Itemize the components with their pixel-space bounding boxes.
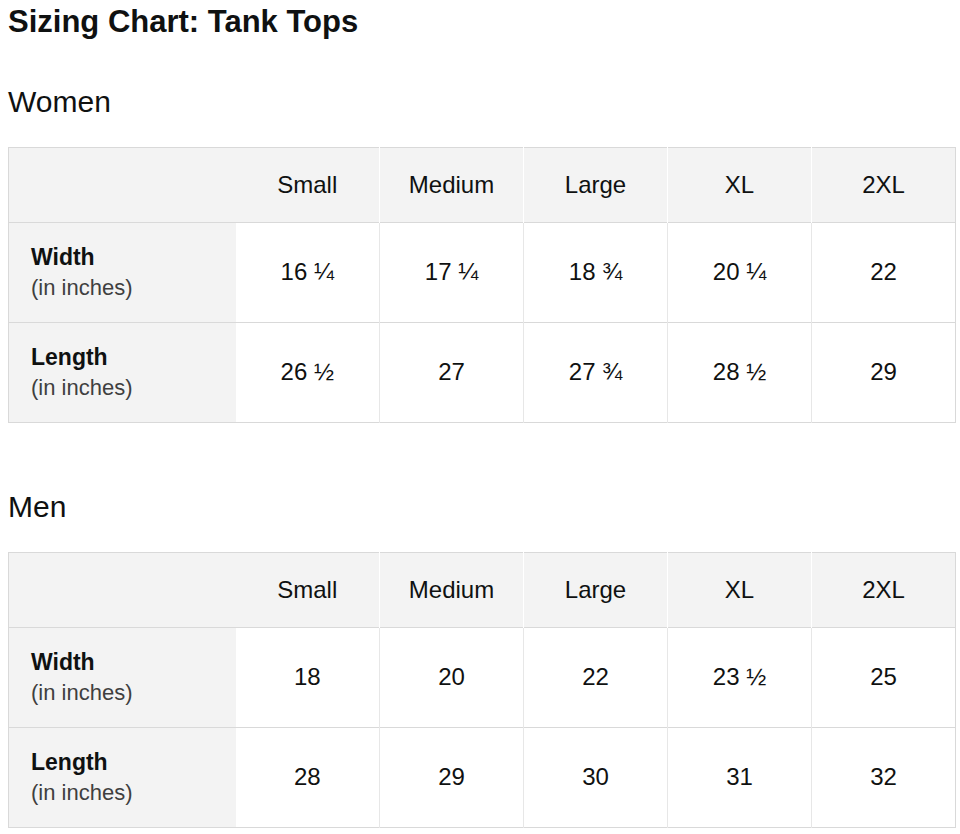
women-length-medium: 27 bbox=[380, 322, 524, 422]
women-column-header-medium: Medium bbox=[380, 147, 524, 222]
men-length-row-label: Length (in inches) bbox=[9, 727, 236, 827]
men-column-header-xl: XL bbox=[668, 552, 812, 627]
men-section-title: Men bbox=[8, 490, 952, 523]
women-length-row-label: Length (in inches) bbox=[9, 322, 236, 422]
men-width-xl: 23 ½ bbox=[668, 627, 812, 727]
row-label-main: Length bbox=[31, 746, 226, 778]
page-title: Sizing Chart: Tank Tops bbox=[8, 0, 952, 40]
women-width-row: Width (in inches) 16 ¼ 17 ¼ 18 ¾ 20 ¼ 22 bbox=[9, 222, 956, 322]
men-corner-cell bbox=[9, 552, 236, 627]
row-label-main: Width bbox=[31, 646, 226, 678]
women-section-title: Women bbox=[8, 85, 952, 118]
men-width-large: 22 bbox=[524, 627, 668, 727]
men-section: Men Small Medium Large XL 2XL Width (in … bbox=[8, 490, 952, 828]
men-size-table: Small Medium Large XL 2XL Width (in inch… bbox=[8, 552, 956, 828]
men-column-header-small: Small bbox=[236, 552, 380, 627]
men-width-2xl: 25 bbox=[812, 627, 956, 727]
women-column-header-xl: XL bbox=[668, 147, 812, 222]
men-length-2xl: 32 bbox=[812, 727, 956, 827]
women-section: Women Small Medium Large XL 2XL Width (i… bbox=[8, 85, 952, 423]
men-length-large: 30 bbox=[524, 727, 668, 827]
women-length-large: 27 ¾ bbox=[524, 322, 668, 422]
men-column-header-large: Large bbox=[524, 552, 668, 627]
men-column-header-2xl: 2XL bbox=[812, 552, 956, 627]
women-width-small: 16 ¼ bbox=[236, 222, 380, 322]
men-width-row-label: Width (in inches) bbox=[9, 627, 236, 727]
women-column-header-2xl: 2XL bbox=[812, 147, 956, 222]
women-size-table: Small Medium Large XL 2XL Width (in inch… bbox=[8, 147, 956, 423]
row-label-sub: (in inches) bbox=[31, 678, 226, 709]
men-width-row: Width (in inches) 18 20 22 23 ½ 25 bbox=[9, 627, 956, 727]
women-length-small: 26 ½ bbox=[236, 322, 380, 422]
men-length-xl: 31 bbox=[668, 727, 812, 827]
women-length-row: Length (in inches) 26 ½ 27 27 ¾ 28 ½ 29 bbox=[9, 322, 956, 422]
row-label-main: Width bbox=[31, 241, 226, 273]
women-width-large: 18 ¾ bbox=[524, 222, 668, 322]
men-length-row: Length (in inches) 28 29 30 31 32 bbox=[9, 727, 956, 827]
women-column-header-small: Small bbox=[236, 147, 380, 222]
row-label-sub: (in inches) bbox=[31, 273, 226, 304]
row-label-main: Length bbox=[31, 341, 226, 373]
women-width-medium: 17 ¼ bbox=[380, 222, 524, 322]
men-column-header-medium: Medium bbox=[380, 552, 524, 627]
men-width-small: 18 bbox=[236, 627, 380, 727]
men-length-small: 28 bbox=[236, 727, 380, 827]
women-width-row-label: Width (in inches) bbox=[9, 222, 236, 322]
women-length-xl: 28 ½ bbox=[668, 322, 812, 422]
row-label-sub: (in inches) bbox=[31, 778, 226, 809]
men-length-medium: 29 bbox=[380, 727, 524, 827]
women-header-row: Small Medium Large XL 2XL bbox=[9, 147, 956, 222]
men-width-medium: 20 bbox=[380, 627, 524, 727]
women-corner-cell bbox=[9, 147, 236, 222]
women-width-2xl: 22 bbox=[812, 222, 956, 322]
women-column-header-large: Large bbox=[524, 147, 668, 222]
sizing-chart-page: Sizing Chart: Tank Tops Women Small Medi… bbox=[0, 0, 960, 828]
row-label-sub: (in inches) bbox=[31, 373, 226, 404]
women-width-xl: 20 ¼ bbox=[668, 222, 812, 322]
men-header-row: Small Medium Large XL 2XL bbox=[9, 552, 956, 627]
women-length-2xl: 29 bbox=[812, 322, 956, 422]
